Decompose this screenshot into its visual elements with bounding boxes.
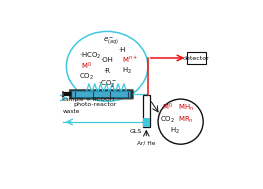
Text: CO$_2$: CO$_2$: [79, 72, 94, 82]
Text: $e^-_{(aq)}$: $e^-_{(aq)}$: [103, 35, 119, 47]
FancyBboxPatch shape: [69, 90, 133, 99]
Text: Ar/ He: Ar/ He: [137, 141, 155, 146]
Text: M$^0$: M$^0$: [81, 61, 92, 72]
Ellipse shape: [66, 31, 148, 101]
Text: H$_2$: H$_2$: [122, 65, 132, 76]
Text: detector: detector: [183, 56, 210, 60]
Ellipse shape: [62, 91, 64, 97]
Text: M$^0$: M$^0$: [163, 102, 173, 113]
Text: ·R: ·R: [104, 68, 110, 74]
FancyBboxPatch shape: [143, 118, 150, 127]
Text: CO$_2$: CO$_2$: [160, 114, 175, 125]
Text: ·HCO$_2$: ·HCO$_2$: [79, 50, 101, 60]
FancyBboxPatch shape: [143, 95, 150, 127]
Text: MH$_n$: MH$_n$: [178, 103, 194, 113]
Text: ·OH: ·OH: [100, 57, 113, 63]
Text: waste: waste: [62, 109, 80, 114]
FancyBboxPatch shape: [72, 91, 131, 98]
Text: sample + RCOOH: sample + RCOOH: [62, 97, 115, 102]
Text: M$^{n+}$: M$^{n+}$: [122, 55, 138, 65]
Text: MR$_n$: MR$_n$: [178, 114, 194, 125]
FancyBboxPatch shape: [187, 52, 206, 64]
Text: photo-reactor: photo-reactor: [73, 102, 117, 107]
Polygon shape: [82, 93, 91, 100]
Text: H$_2$: H$_2$: [170, 126, 180, 136]
Text: GLS: GLS: [129, 129, 142, 134]
Circle shape: [158, 99, 203, 144]
Text: ·H: ·H: [118, 47, 125, 53]
Text: ·CO$_2^-$: ·CO$_2^-$: [98, 77, 117, 89]
